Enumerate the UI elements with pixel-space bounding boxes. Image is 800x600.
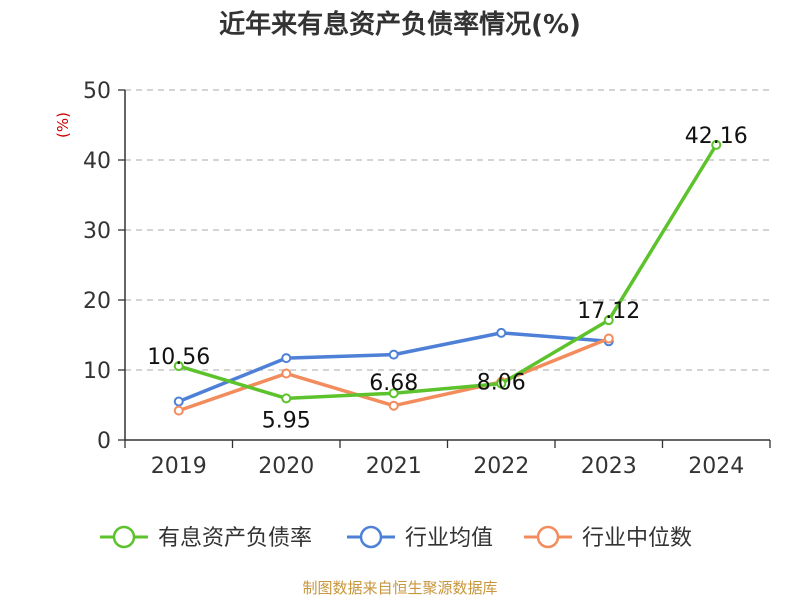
data-point xyxy=(173,396,184,407)
x-tick-label: 2024 xyxy=(688,454,744,479)
data-point xyxy=(281,353,292,364)
x-tick-label: 2023 xyxy=(581,454,637,479)
data-point xyxy=(173,405,184,416)
legend-marker-icon xyxy=(536,525,560,549)
series-line xyxy=(177,143,718,401)
y-tick-label: 50 xyxy=(83,79,111,104)
data-label: 17.12 xyxy=(577,299,640,324)
x-tick-label: 2020 xyxy=(258,454,314,479)
x-tick-label: 2022 xyxy=(473,454,529,479)
data-point xyxy=(173,361,184,372)
data-labels: 10.56 5.95 6.68 8.06 17.12 42.16 xyxy=(147,124,747,433)
series-0 xyxy=(173,139,722,404)
legend-label: 行业中位数 xyxy=(582,526,692,551)
chart-title: 近年来有息资产负债率情况(%) xyxy=(219,9,581,40)
legend-item-1[interactable]: 行业均值 xyxy=(347,525,493,551)
legend-item-2[interactable]: 行业中位数 xyxy=(524,525,692,551)
data-point xyxy=(388,388,399,399)
data-point xyxy=(281,393,292,404)
data-point xyxy=(603,315,614,326)
x-tick-label: 2019 xyxy=(151,454,207,479)
y-axis-unit-label: (%) xyxy=(54,112,72,138)
data-point xyxy=(603,333,614,344)
data-point xyxy=(711,139,722,150)
data-point xyxy=(388,349,399,360)
y-tick-label: 30 xyxy=(83,219,111,244)
y-tick-label: 40 xyxy=(83,149,111,174)
axes: 0 10 20 30 40 50 2019 2020 2021 2022 2023 2024 xyxy=(83,79,771,479)
legend[interactable]: 有息资产负债率 行业均值 行业中位数 xyxy=(100,525,692,551)
data-label: 10.56 xyxy=(147,345,210,370)
data-label: 5.95 xyxy=(262,408,311,433)
legend-label: 行业均值 xyxy=(405,526,493,551)
data-point xyxy=(281,368,292,379)
y-tick-label: 20 xyxy=(83,289,111,314)
legend-marker-icon xyxy=(112,525,136,549)
x-tick-label: 2021 xyxy=(366,454,422,479)
data-label: 42.16 xyxy=(685,124,748,149)
data-label: 6.68 xyxy=(369,371,418,396)
legend-label: 有息资产负债率 xyxy=(158,526,312,551)
series xyxy=(173,139,722,416)
data-label: 8.06 xyxy=(477,371,526,396)
y-tick-label: 10 xyxy=(83,359,111,384)
legend-marker-icon xyxy=(359,525,383,549)
source-note: 制图数据来自恒生聚源数据库 xyxy=(302,579,497,597)
data-point xyxy=(496,378,507,389)
grid xyxy=(125,89,770,371)
legend-item-0[interactable]: 有息资产负债率 xyxy=(100,525,312,551)
y-tick-label: 0 xyxy=(97,429,111,454)
data-point xyxy=(388,400,399,411)
data-point xyxy=(496,327,507,338)
